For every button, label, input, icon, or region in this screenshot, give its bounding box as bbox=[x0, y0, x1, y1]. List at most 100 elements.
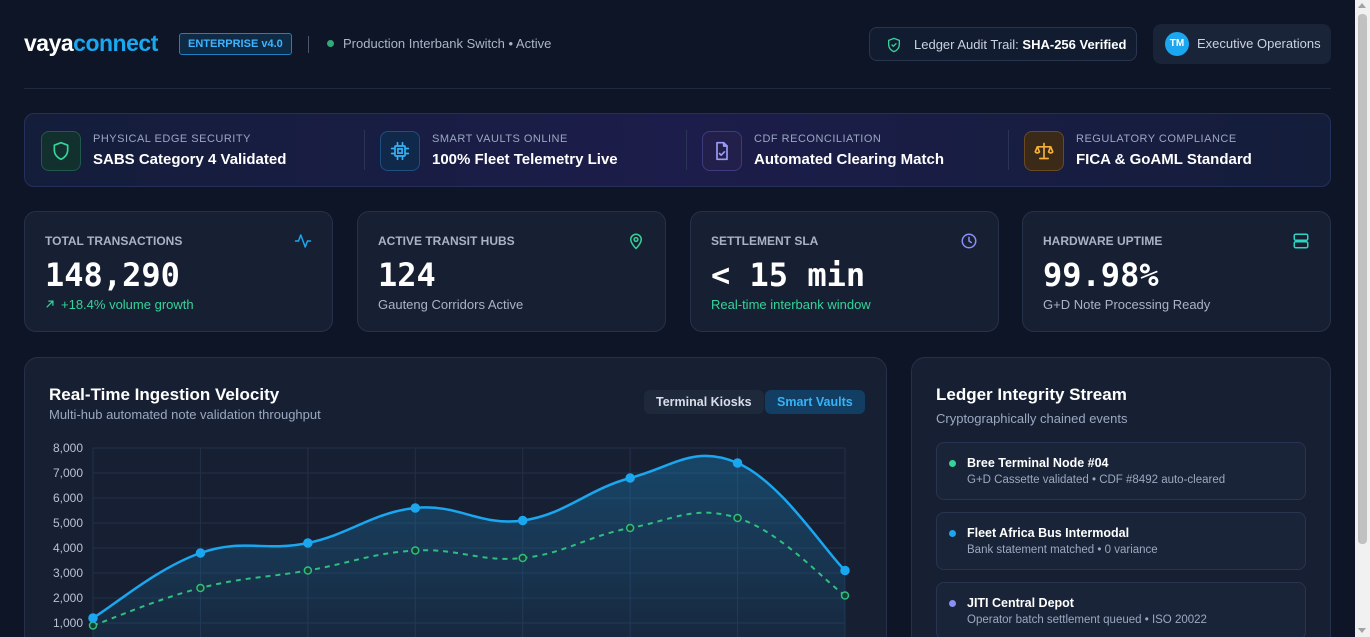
clock-icon bbox=[961, 233, 977, 249]
feature-smart-vaults: SMART VAULTS ONLINE 100% Fleet Telemetry… bbox=[364, 114, 686, 186]
stat-card-transactions[interactable]: TOTAL TRANSACTIONS 148,290 +18.4% volume… bbox=[24, 211, 333, 332]
data-point bbox=[303, 538, 313, 548]
series-line bbox=[92, 511, 846, 627]
feature-icon-box bbox=[1024, 131, 1064, 171]
avatar: TM bbox=[1165, 32, 1189, 56]
stat-label: HARDWARE UPTIME bbox=[1043, 234, 1163, 248]
stat-sub: +18.4% volume growth bbox=[45, 297, 194, 312]
event-desc: G+D Cassette validated • CDF #8492 auto-… bbox=[967, 474, 1226, 486]
scroll-up-arrow-icon[interactable] bbox=[1358, 3, 1366, 8]
event-desc: Bank statement matched • 0 variance bbox=[967, 544, 1158, 556]
header-divider bbox=[308, 36, 309, 53]
ingestion-velocity-panel: 8,000 7,000 6,000 5,000 4,000 3,000 2,000 1,000… bbox=[24, 357, 887, 637]
top-header: vayaconnect ENTERPRISE v4.0 Production I… bbox=[24, 24, 1331, 64]
data-point bbox=[303, 566, 313, 575]
feature-divider bbox=[686, 130, 687, 170]
data-point bbox=[840, 591, 850, 600]
feature-icon-box bbox=[702, 131, 742, 171]
stat-label: TOTAL TRANSACTIONS bbox=[45, 234, 183, 248]
logo-part-2: connect bbox=[73, 30, 158, 56]
ledger-title: Ledger Integrity Stream bbox=[936, 385, 1127, 404]
chart-subtitle: Multi-hub automated note validation thro… bbox=[49, 407, 321, 422]
user-menu[interactable]: TM Executive Operations bbox=[1153, 24, 1331, 64]
ledger-integrity-panel: Ledger Integrity Stream Cryptographicall… bbox=[911, 357, 1331, 637]
feature-cdf-reconciliation: CDF RECONCILIATION Automated Clearing Ma… bbox=[686, 114, 1008, 186]
stat-value: 124 bbox=[378, 256, 436, 294]
file-check-icon bbox=[716, 141, 728, 161]
stat-value: < 15 min bbox=[711, 256, 866, 294]
feature-value: FICA & GoAML Standard bbox=[1076, 151, 1252, 168]
stat-card-hubs[interactable]: ACTIVE TRANSIT HUBS 124 Gauteng Corridor… bbox=[357, 211, 666, 332]
data-point bbox=[88, 613, 98, 623]
y-tick-label: 3,000 bbox=[53, 566, 83, 580]
data-point bbox=[410, 503, 421, 513]
user-role: Executive Operations bbox=[1197, 36, 1321, 51]
data-point bbox=[840, 565, 850, 576]
event-name: Fleet Africa Bus Intermodal bbox=[967, 526, 1130, 540]
shield-check-icon bbox=[888, 37, 900, 53]
scroll-down-arrow-icon[interactable] bbox=[1358, 628, 1366, 633]
stat-value: 99.98% bbox=[1043, 256, 1159, 294]
event-name: Bree Terminal Node #04 bbox=[967, 456, 1109, 470]
feature-divider bbox=[364, 130, 365, 170]
feature-strip: PHYSICAL EDGE SECURITY SABS Category 4 V… bbox=[24, 113, 1331, 187]
stat-label: SETTLEMENT SLA bbox=[711, 234, 819, 248]
ledger-subtitle: Cryptographically chained events bbox=[936, 411, 1128, 426]
stat-sub: Real-time interbank window bbox=[711, 297, 871, 312]
environment-status: Production Interbank Switch • Active bbox=[343, 36, 552, 51]
ledger-event[interactable]: Bree Terminal Node #04 G+D Cassette vali… bbox=[936, 442, 1306, 500]
event-name: JITI Central Depot bbox=[967, 596, 1074, 610]
y-tick-label: 6,000 bbox=[53, 491, 83, 505]
chart-title: Real-Time Ingestion Velocity bbox=[49, 385, 280, 404]
header-divider-line bbox=[24, 88, 1331, 89]
data-point bbox=[625, 523, 635, 533]
audit-value: SHA-256 Verified bbox=[1022, 37, 1127, 52]
data-point bbox=[732, 458, 743, 468]
data-point bbox=[411, 546, 420, 555]
version-badge: ENTERPRISE v4.0 bbox=[179, 33, 292, 55]
toggle-smart-vaults[interactable]: Smart Vaults bbox=[765, 390, 865, 414]
event-status-dot bbox=[949, 530, 956, 537]
audit-trail-button[interactable]: Ledger Audit Trail: SHA-256 Verified bbox=[869, 27, 1137, 61]
y-tick-label: 4,000 bbox=[53, 541, 83, 555]
ledger-event[interactable]: JITI Central Depot Operator batch settle… bbox=[936, 582, 1306, 637]
y-tick-label: 2,000 bbox=[53, 591, 83, 605]
feature-value: 100% Fleet Telemetry Live bbox=[432, 151, 618, 168]
feature-value: Automated Clearing Match bbox=[754, 151, 945, 168]
feature-key: CDF RECONCILIATION bbox=[754, 133, 882, 145]
data-point bbox=[195, 548, 206, 558]
scale-icon bbox=[1034, 142, 1054, 160]
data-point bbox=[733, 513, 742, 523]
feature-divider bbox=[1008, 130, 1009, 170]
stat-card-uptime[interactable]: HARDWARE UPTIME 99.98% G+D Note Processi… bbox=[1022, 211, 1331, 332]
stat-label: ACTIVE TRANSIT HUBS bbox=[378, 234, 515, 248]
audit-trail-text: Ledger Audit Trail: SHA-256 Verified bbox=[914, 37, 1126, 52]
feature-icon-box bbox=[380, 131, 420, 171]
feature-key: PHYSICAL EDGE SECURITY bbox=[93, 133, 251, 145]
shield-icon bbox=[53, 141, 69, 161]
data-point bbox=[517, 515, 528, 526]
feature-value: SABS Category 4 Validated bbox=[93, 151, 287, 168]
status-dot bbox=[327, 40, 334, 47]
y-tick-label: 1,000 bbox=[53, 616, 83, 630]
stat-sub: Gauteng Corridors Active bbox=[378, 297, 524, 312]
y-tick-label: 5,000 bbox=[53, 516, 83, 530]
feature-key: REGULATORY COMPLIANCE bbox=[1076, 133, 1237, 145]
logo-part-1: vaya bbox=[24, 30, 74, 56]
data-point bbox=[88, 621, 98, 630]
ledger-event[interactable]: Fleet Africa Bus Intermodal Bank stateme… bbox=[936, 512, 1306, 570]
event-status-dot bbox=[949, 460, 956, 467]
series-area-fill bbox=[93, 455, 845, 637]
event-desc: Operator batch settlement queued • ISO 2… bbox=[967, 614, 1207, 626]
brand-logo[interactable]: vayaconnect bbox=[24, 30, 158, 57]
map-pin-icon bbox=[630, 233, 642, 250]
stat-card-sla[interactable]: SETTLEMENT SLA < 15 min Real-time interb… bbox=[690, 211, 999, 332]
scrollbar-thumb[interactable] bbox=[1358, 14, 1367, 544]
chip-icon bbox=[390, 141, 410, 161]
feature-regulatory-compliance: REGULATORY COMPLIANCE FICA & GoAML Stand… bbox=[1008, 114, 1330, 186]
stat-sub-text: +18.4% volume growth bbox=[61, 297, 194, 312]
feature-key: SMART VAULTS ONLINE bbox=[432, 133, 568, 145]
toggle-terminal-kiosks[interactable]: Terminal Kiosks bbox=[644, 390, 764, 414]
activity-icon bbox=[294, 234, 312, 248]
y-tick-label: 8,000 bbox=[53, 441, 83, 455]
